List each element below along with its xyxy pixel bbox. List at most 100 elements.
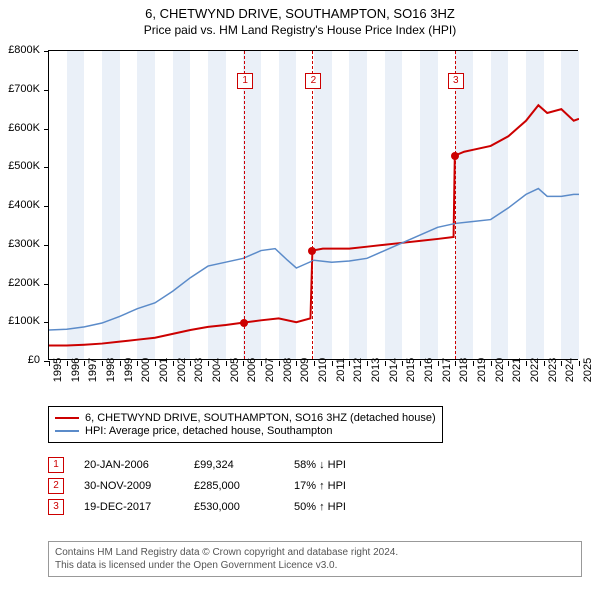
- y-tick-label: £200K: [0, 277, 40, 289]
- x-tick: [190, 361, 191, 366]
- y-tick-label: £300K: [0, 238, 40, 250]
- legend-label: HPI: Average price, detached house, Sout…: [85, 425, 332, 437]
- x-tick-label: 2023: [547, 358, 559, 382]
- x-tick-label: 2015: [405, 358, 417, 382]
- x-tick: [402, 361, 403, 366]
- x-tick-label: 2005: [229, 358, 241, 382]
- x-tick-label: 2007: [264, 358, 276, 382]
- x-tick-label: 1995: [52, 358, 64, 382]
- event-date: 20-JAN-2006: [84, 459, 174, 471]
- legend-row: 6, CHETWYND DRIVE, SOUTHAMPTON, SO16 3HZ…: [55, 412, 436, 424]
- x-tick-label: 2017: [441, 358, 453, 382]
- x-tick: [561, 361, 562, 366]
- x-tick-label: 1998: [105, 358, 117, 382]
- x-tick: [208, 361, 209, 366]
- sale-vline: [312, 51, 313, 359]
- footer-line-2: This data is licensed under the Open Gov…: [55, 559, 575, 572]
- sale-events-table: 1 20-JAN-2006 £99,324 58% ↓ HPI 2 30-NOV-2009…: [48, 452, 346, 520]
- attribution-footer: Contains HM Land Registry data © Crown c…: [48, 541, 582, 577]
- event-marker-box: 1: [48, 457, 64, 473]
- x-tick: [296, 361, 297, 366]
- x-tick: [67, 361, 68, 366]
- event-date: 30-NOV-2009: [84, 480, 174, 492]
- sale-vline: [455, 51, 456, 359]
- x-tick: [367, 361, 368, 366]
- x-tick-label: 2021: [511, 358, 523, 382]
- event-price: £99,324: [194, 459, 274, 471]
- legend-row: HPI: Average price, detached house, Sout…: [55, 425, 436, 437]
- x-tick-label: 2016: [423, 358, 435, 382]
- x-tick: [526, 361, 527, 366]
- y-tick-label: £400K: [0, 199, 40, 211]
- x-tick-label: 2022: [529, 358, 541, 382]
- event-row: 319-DEC-2017£530,00050% ↑ HPI: [48, 499, 346, 515]
- x-tick: [455, 361, 456, 366]
- x-tick-label: 2002: [176, 358, 188, 382]
- title-line-1: 6, CHETWYND DRIVE, SOUTHAMPTON, SO16 3HZ: [0, 6, 600, 21]
- legend-label: 6, CHETWYND DRIVE, SOUTHAMPTON, SO16 3HZ…: [85, 412, 436, 424]
- x-tick-label: 1999: [123, 358, 135, 382]
- x-tick-label: 2001: [158, 358, 170, 382]
- event-date: 19-DEC-2017: [84, 501, 174, 513]
- legend-swatch: [55, 430, 79, 432]
- x-tick: [332, 361, 333, 366]
- footer-line-1: Contains HM Land Registry data © Crown c…: [55, 546, 575, 559]
- event-delta: 50% ↑ HPI: [294, 501, 346, 513]
- sale-vline: [244, 51, 245, 359]
- x-tick-label: 2019: [476, 358, 488, 382]
- event-row: 230-NOV-2009£285,00017% ↑ HPI: [48, 478, 346, 494]
- chart-plot-area: 1 2 3: [48, 50, 578, 360]
- title-line-2: Price paid vs. HM Land Registry's House …: [0, 23, 600, 37]
- x-tick-label: 2018: [458, 358, 470, 382]
- series-property: [49, 105, 579, 345]
- sale-dot: [240, 319, 248, 327]
- x-tick-label: 2024: [564, 358, 576, 382]
- x-tick-label: 2025: [582, 358, 594, 382]
- x-tick: [226, 361, 227, 366]
- x-tick: [420, 361, 421, 366]
- x-tick: [49, 361, 50, 366]
- legend-swatch: [55, 417, 79, 419]
- x-tick: [279, 361, 280, 366]
- x-tick: [473, 361, 474, 366]
- legend: 6, CHETWYND DRIVE, SOUTHAMPTON, SO16 3HZ…: [48, 406, 443, 443]
- x-tick: [491, 361, 492, 366]
- x-tick-label: 2008: [282, 358, 294, 382]
- series-hpi: [49, 189, 579, 330]
- y-tick-label: £700K: [0, 83, 40, 95]
- x-tick-label: 2014: [388, 358, 400, 382]
- sale-marker-box: 3: [448, 73, 464, 89]
- x-tick: [102, 361, 103, 366]
- x-tick: [173, 361, 174, 366]
- x-tick: [84, 361, 85, 366]
- sale-dot: [308, 247, 316, 255]
- event-delta: 58% ↓ HPI: [294, 459, 346, 471]
- event-price: £530,000: [194, 501, 274, 513]
- sale-marker-box: 2: [305, 73, 321, 89]
- y-tick-label: £500K: [0, 160, 40, 172]
- sale-marker-box: 1: [237, 73, 253, 89]
- x-tick: [261, 361, 262, 366]
- x-tick-label: 2012: [352, 358, 364, 382]
- event-row: 1 20-JAN-2006 £99,324 58% ↓ HPI: [48, 457, 346, 473]
- y-tick-label: £600K: [0, 122, 40, 134]
- x-tick-label: 2003: [193, 358, 205, 382]
- x-tick-label: 2004: [211, 358, 223, 382]
- x-tick-label: 2009: [299, 358, 311, 382]
- x-tick: [120, 361, 121, 366]
- x-tick: [155, 361, 156, 366]
- x-tick-label: 2013: [370, 358, 382, 382]
- x-tick-label: 2010: [317, 358, 329, 382]
- y-tick-label: £0: [0, 354, 40, 366]
- y-tick-label: £800K: [0, 44, 40, 56]
- x-tick: [579, 361, 580, 366]
- x-tick: [137, 361, 138, 366]
- event-price: £285,000: [194, 480, 274, 492]
- x-tick-label: 1996: [70, 358, 82, 382]
- x-tick-label: 2006: [246, 358, 258, 382]
- x-tick: [349, 361, 350, 366]
- x-tick: [438, 361, 439, 366]
- event-marker-box: 2: [48, 478, 64, 494]
- x-tick: [243, 361, 244, 366]
- y-tick-label: £100K: [0, 315, 40, 327]
